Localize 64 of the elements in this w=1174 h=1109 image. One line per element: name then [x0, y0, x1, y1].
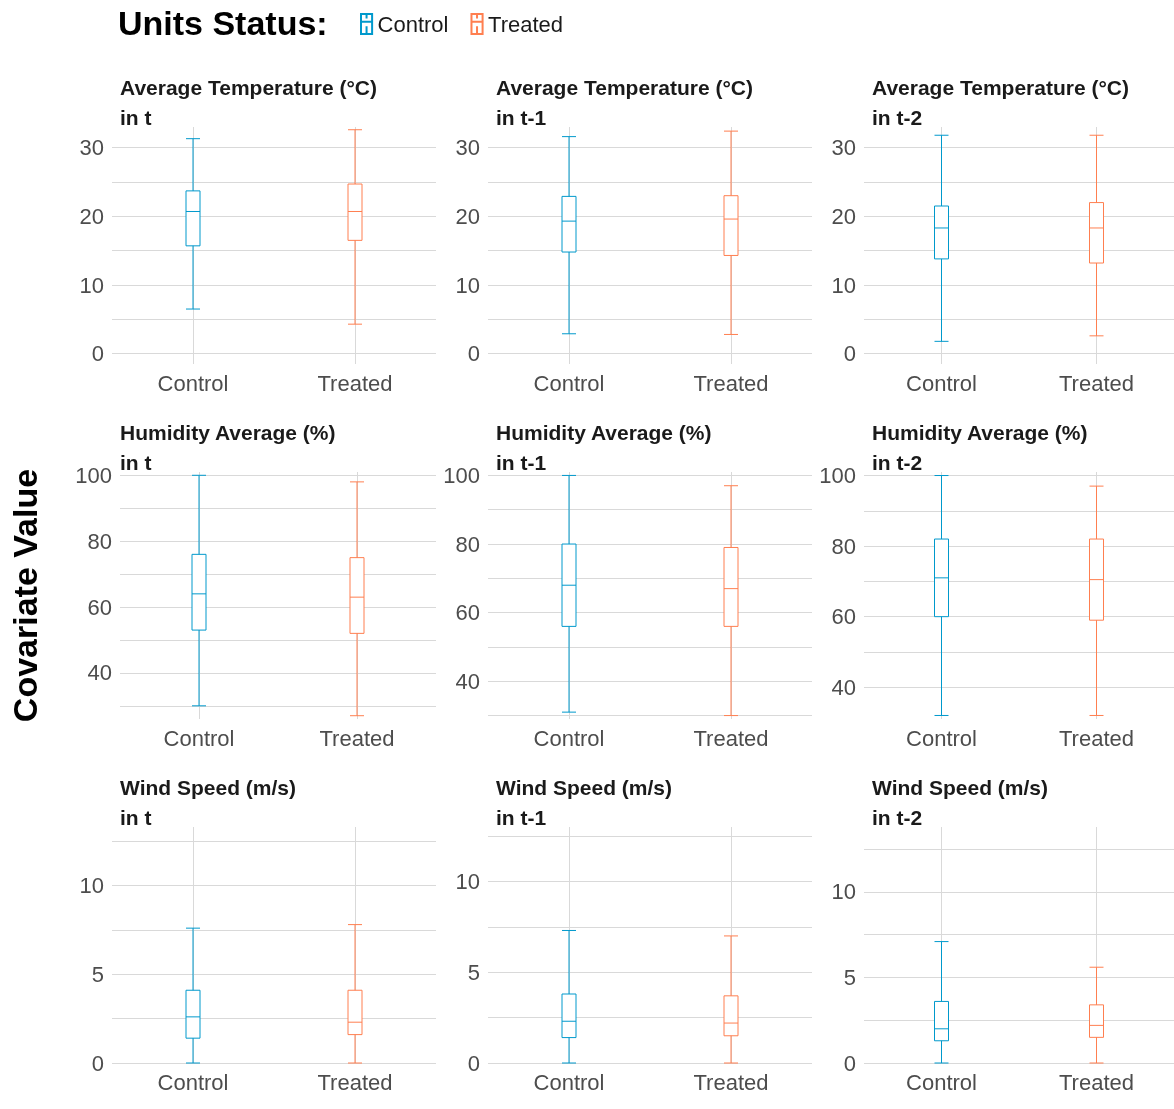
y-axis-title: Covariate Value [6, 468, 44, 723]
x-tick-label: Control [906, 370, 977, 396]
y-tick-label: 10 [455, 272, 480, 298]
y-tick-label: 10 [831, 272, 856, 298]
y-tick-label: 60 [831, 604, 856, 630]
y-tick-label: 80 [455, 531, 480, 557]
x-tick-label: Control [157, 370, 229, 396]
y-tick-label: 10 [831, 879, 856, 905]
y-tick-label: 5 [843, 964, 856, 990]
y-tick-label: 10 [79, 873, 104, 899]
y-tick-label: 30 [79, 135, 104, 161]
y-tick-label: 20 [79, 203, 104, 229]
y-tick-label: 20 [831, 203, 856, 229]
y-tick-label: 10 [79, 272, 104, 298]
y-tick-label: 0 [467, 341, 480, 367]
x-tick-label: Treated [1058, 370, 1135, 396]
x-tick-label: Treated [319, 725, 395, 751]
chart-title: Average Temperature (°C) in t-1 [496, 75, 753, 129]
chart-title: Wind Speed (m/s) in t [120, 775, 296, 829]
chart-title: Humidity Average (%) in t-1 [496, 420, 712, 474]
chart-title: Humidity Average (%) in t-2 [872, 420, 1088, 474]
y-tick-label: 80 [831, 533, 856, 559]
y-tick-label: 30 [831, 135, 856, 161]
legend-label: Control [377, 11, 449, 37]
x-tick-label: Control [533, 370, 605, 396]
y-tick-label: 20 [455, 203, 480, 229]
x-tick-label: Control [533, 725, 605, 751]
x-tick-label: Control [906, 725, 977, 751]
x-tick-label: Treated [317, 1069, 393, 1095]
y-tick-label: 100 [443, 462, 480, 488]
y-tick-label: 5 [467, 959, 480, 985]
chart-title: Average Temperature (°C) in t [120, 75, 377, 129]
chart-title: Average Temperature (°C) in t-2 [872, 75, 1129, 129]
y-tick-label: 40 [87, 660, 112, 686]
chart-title: Wind Speed (m/s) in t-2 [872, 775, 1048, 829]
y-tick-label: 5 [91, 961, 104, 987]
y-tick-label: 60 [455, 600, 480, 626]
chart-title: Humidity Average (%) in t [120, 420, 336, 474]
y-tick-label: 30 [455, 135, 480, 161]
y-tick-label: 60 [87, 594, 112, 620]
y-tick-label: 0 [467, 1050, 480, 1076]
x-tick-label: Treated [1058, 1069, 1135, 1095]
legend-title: Units Status: [118, 4, 328, 42]
y-tick-label: 0 [843, 341, 856, 367]
x-tick-label: Control [533, 1069, 605, 1095]
x-tick-label: Treated [693, 1069, 769, 1095]
y-tick-label: 80 [87, 528, 112, 554]
x-tick-label: Treated [693, 370, 769, 396]
chart-title: Wind Speed (m/s) in t-1 [496, 775, 672, 829]
x-tick-label: Treated [693, 725, 769, 751]
y-tick-label: 100 [75, 462, 112, 488]
x-tick-label: Treated [317, 370, 393, 396]
y-tick-label: 0 [91, 1050, 104, 1076]
y-tick-label: 0 [91, 341, 104, 367]
y-tick-label: 0 [843, 1050, 856, 1076]
legend-label: Treated [488, 11, 564, 37]
y-tick-label: 100 [819, 463, 856, 489]
x-tick-label: Control [906, 1069, 977, 1095]
x-tick-label: Control [163, 725, 235, 751]
y-tick-label: 10 [455, 868, 480, 894]
y-tick-label: 40 [455, 668, 480, 694]
x-tick-label: Treated [1058, 725, 1135, 751]
y-tick-label: 40 [831, 674, 856, 700]
x-tick-label: Control [157, 1069, 229, 1095]
